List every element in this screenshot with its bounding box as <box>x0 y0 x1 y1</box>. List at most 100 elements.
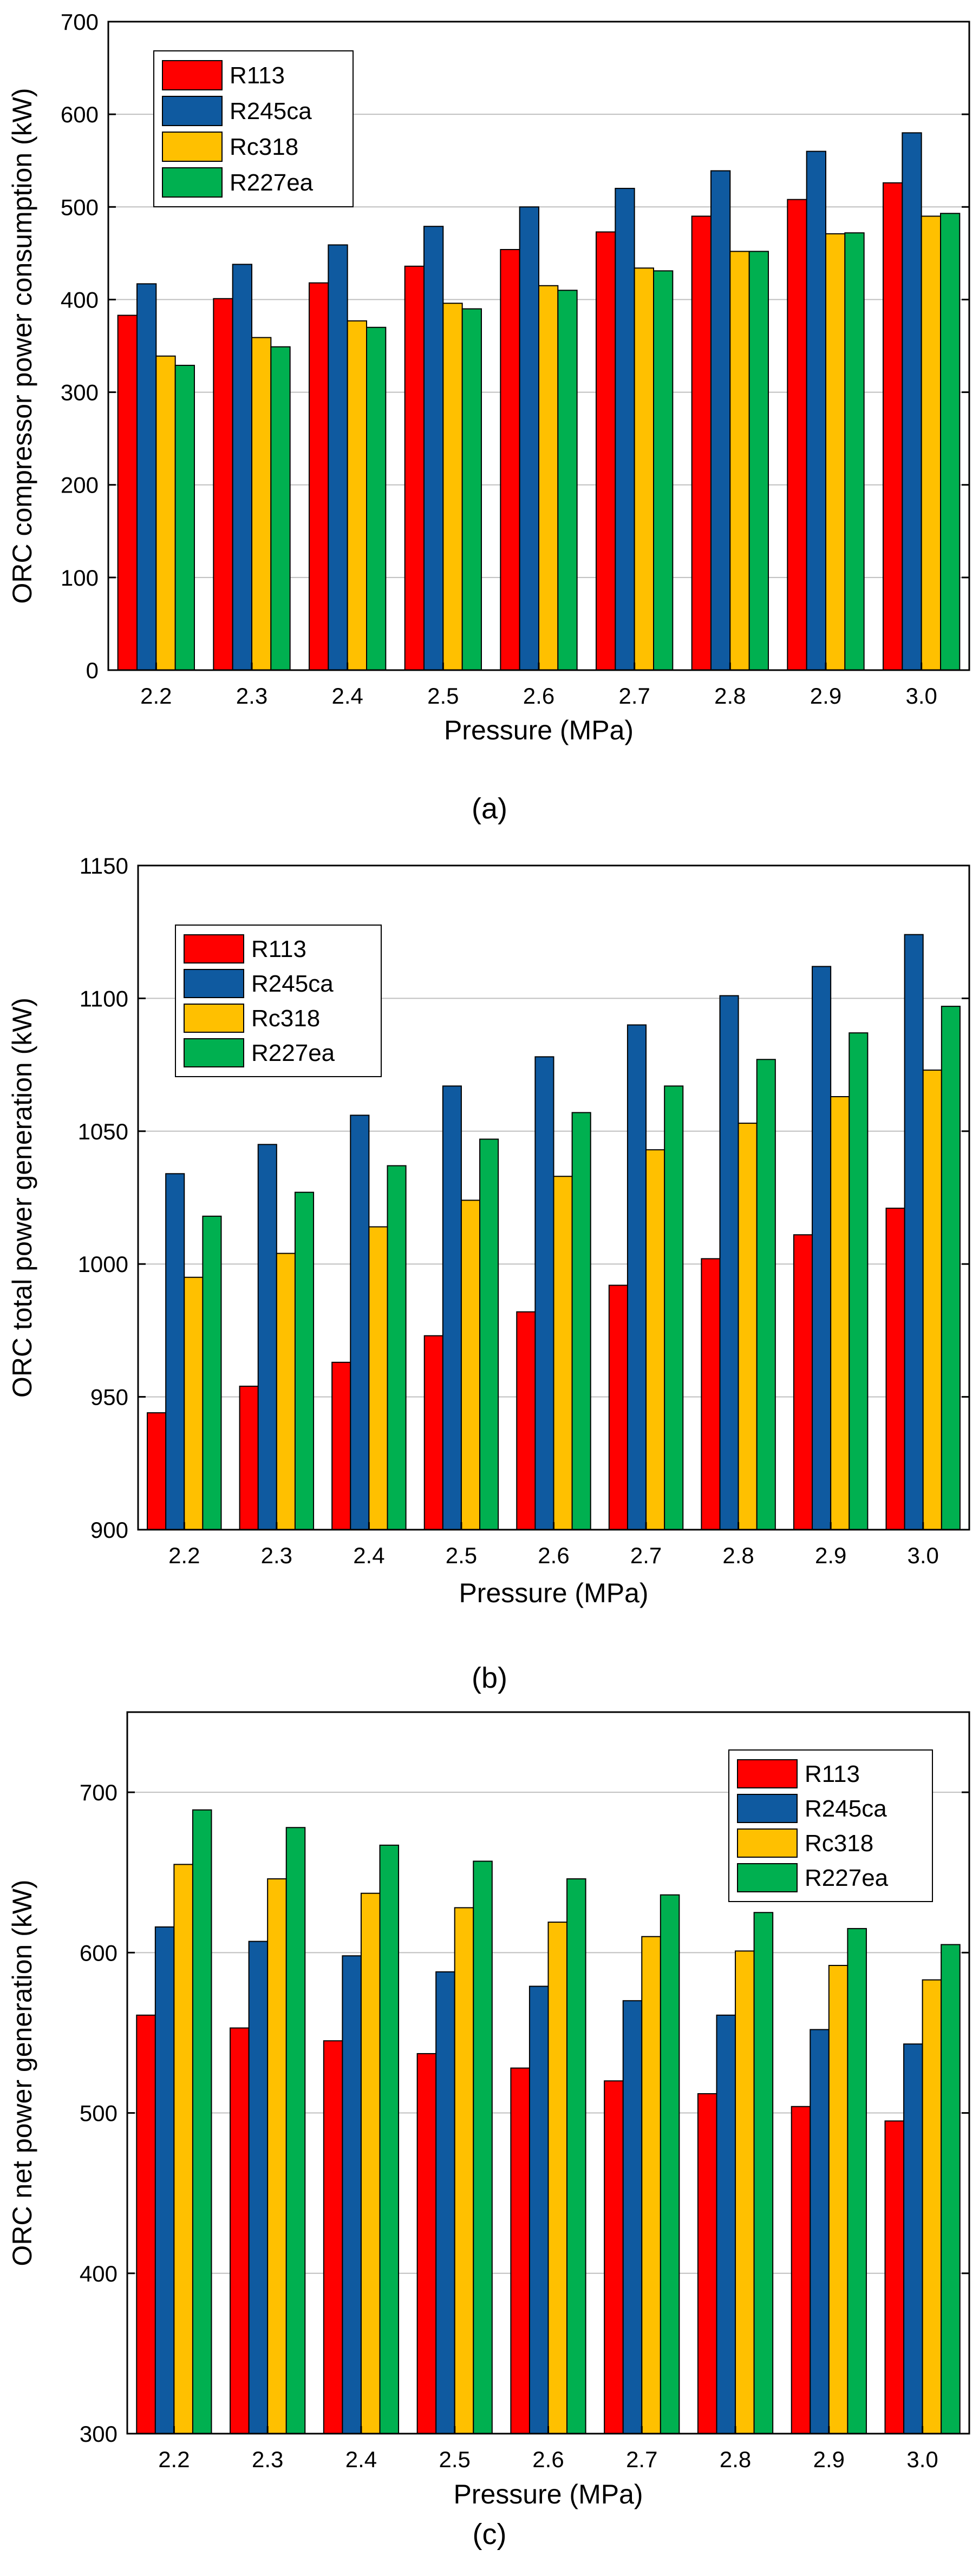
legend-swatch-rc318 <box>737 1828 798 1858</box>
bar-r113-2.6 <box>516 1311 536 1530</box>
x-tick-label: 2.6 <box>523 683 554 709</box>
bar-r245ca-2.3 <box>232 264 252 671</box>
bar-r227ea-2.4 <box>366 326 387 671</box>
bar-rc318-2.6 <box>547 1922 568 2434</box>
legend-swatch-r245ca <box>162 96 223 126</box>
panel-label: (b) <box>472 1662 507 1694</box>
bar-r227ea-2.8 <box>753 1912 774 2435</box>
bar-r113-2.2 <box>117 314 138 671</box>
y-tick-label: 1000 <box>78 1251 128 1277</box>
bar-rc318-2.9 <box>825 233 846 671</box>
y-tick-label: 1150 <box>80 853 128 879</box>
bar-r245ca-2.8 <box>710 170 731 671</box>
bar-rc318-2.4 <box>368 1226 388 1531</box>
x-tick-label: 2.8 <box>722 1543 754 1568</box>
x-axis-title: Pressure (MPa) <box>453 2479 643 2509</box>
x-tick-label: 2.2 <box>140 683 172 709</box>
bar-r113-3.0 <box>885 1208 905 1531</box>
bar-r227ea-2.9 <box>847 1928 867 2434</box>
x-tick-label: 2.5 <box>427 683 459 709</box>
bar-r245ca-2.4 <box>328 244 348 671</box>
bar-r113-2.4 <box>309 282 329 671</box>
bar-r113-2.8 <box>691 215 712 671</box>
bar-rc318-2.8 <box>737 1123 758 1530</box>
bar-r227ea-2.6 <box>566 1878 586 2434</box>
bar-rc318-2.3 <box>267 1878 287 2434</box>
x-tick-label: 2.3 <box>236 683 267 709</box>
legend-swatch-r113 <box>162 60 223 90</box>
bar-rc318-2.8 <box>735 1950 755 2434</box>
y-tick-label: 100 <box>61 565 99 591</box>
legend-swatch-r227ea <box>737 1863 798 1892</box>
y-tick-label: 950 <box>90 1385 128 1410</box>
bar-rc318-2.3 <box>276 1253 296 1531</box>
bar-rc318-3.0 <box>922 1069 942 1530</box>
bar-r245ca-2.5 <box>442 1085 462 1530</box>
bar-r227ea-2.4 <box>379 1844 400 2434</box>
bar-r113-2.8 <box>697 2093 717 2434</box>
x-tick-label: 2.5 <box>446 1543 477 1568</box>
bar-r227ea-2.3 <box>270 346 291 671</box>
bar-r113-2.7 <box>608 1284 628 1531</box>
bar-r227ea-2.6 <box>571 1112 591 1531</box>
bar-r227ea-2.2 <box>202 1215 222 1530</box>
bar-rc318-2.5 <box>442 303 463 671</box>
legend-swatch-r227ea <box>162 167 223 198</box>
y-tick-label: 400 <box>61 287 99 312</box>
panel-label: (c) <box>473 2518 507 2551</box>
bar-r113-2.9 <box>787 199 807 671</box>
legend-label-rc318: Rc318 <box>251 1005 320 1032</box>
bar-r227ea-2.8 <box>748 251 769 671</box>
bar-r245ca-2.9 <box>806 150 826 671</box>
bar-r245ca-3.0 <box>902 132 922 671</box>
bar-r245ca-2.2 <box>165 1173 185 1530</box>
x-tick-label: 3.0 <box>906 2447 938 2472</box>
legend-label-r227ea: R227ea <box>251 1040 335 1066</box>
bar-r245ca-2.4 <box>342 1955 362 2435</box>
bar-r227ea-2.5 <box>479 1138 499 1530</box>
legend-swatch-r227ea <box>184 1038 244 1067</box>
legend-label-r113: R113 <box>230 62 285 89</box>
y-tick-label: 400 <box>80 2261 118 2286</box>
y-tick-label: 700 <box>61 9 99 35</box>
bar-r113-2.4 <box>323 2040 343 2435</box>
bar-r113-2.5 <box>416 2053 437 2435</box>
bar-rc318-2.7 <box>645 1149 665 1530</box>
panel-label: (a) <box>472 792 507 825</box>
x-tick-label: 2.8 <box>720 2447 751 2472</box>
bar-rc318-2.9 <box>830 1096 850 1530</box>
bar-r245ca-2.8 <box>719 995 739 1530</box>
x-tick-label: 2.7 <box>618 683 650 709</box>
y-tick-label: 500 <box>80 2101 118 2126</box>
bar-r245ca-2.7 <box>622 2000 643 2434</box>
y-tick-label: 300 <box>80 2421 118 2447</box>
bar-r227ea-2.9 <box>844 232 865 671</box>
x-tick-label: 3.0 <box>905 683 937 709</box>
bar-r227ea-2.3 <box>285 1827 306 2434</box>
bar-r113-2.2 <box>136 2014 156 2435</box>
legend-swatch-r113 <box>737 1759 798 1788</box>
x-tick-label: 2.4 <box>345 2447 377 2472</box>
bar-r113-2.6 <box>510 2067 530 2434</box>
bar-rc318-2.3 <box>251 337 272 671</box>
y-tick-label: 900 <box>90 1517 128 1543</box>
chart-panel-1: 0 100 200 300 400 500 600 700 2.2 2.3 2.4 2.5 2.6 2.7… <box>7 9 970 825</box>
bar-r245ca-2.5 <box>423 226 444 671</box>
x-axis-title: Pressure (MPa) <box>444 715 634 745</box>
legend-swatch-r245ca <box>184 969 244 998</box>
bar-r227ea-3.0 <box>941 1006 961 1530</box>
bar-rc318-2.2 <box>155 355 176 671</box>
bar-r227ea-2.5 <box>473 1860 493 2434</box>
legend-label-r227ea: R227ea <box>805 1865 889 1891</box>
bar-r227ea-3.0 <box>940 213 961 671</box>
bar-r245ca-2.6 <box>528 1985 549 2435</box>
bar-r227ea-2.5 <box>461 308 482 671</box>
x-tick-label: 2.9 <box>813 2447 845 2472</box>
x-tick-label: 2.7 <box>630 1543 662 1568</box>
y-tick-label: 0 <box>86 658 99 683</box>
x-axis-title: Pressure (MPa) <box>459 1578 648 1608</box>
bar-r113-2.3 <box>230 2027 250 2435</box>
legend-swatch-r245ca <box>737 1794 798 1823</box>
bar-r113-2.9 <box>791 2106 811 2435</box>
